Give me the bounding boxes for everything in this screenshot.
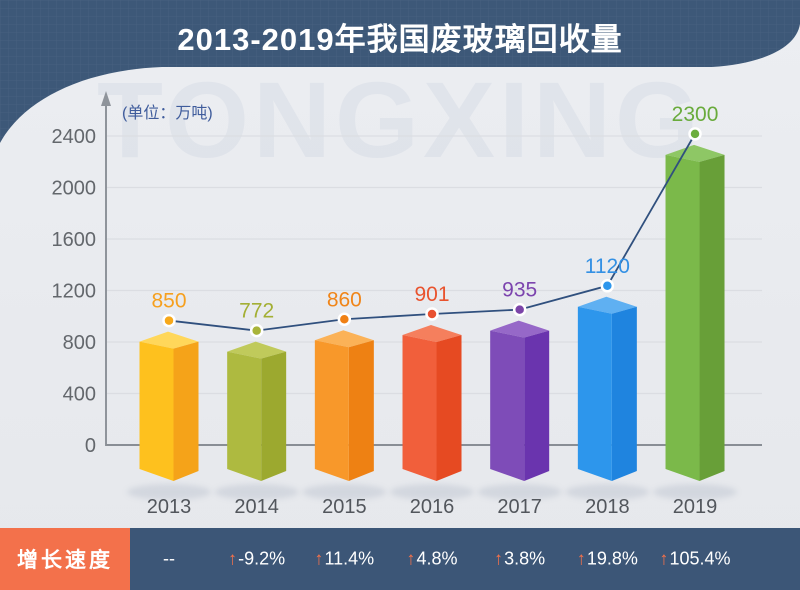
header-background <box>0 0 800 143</box>
bar-side-2015 <box>348 340 374 481</box>
data-point-2015 <box>337 312 352 327</box>
bar-side-2014 <box>261 351 287 481</box>
bar-side-2017 <box>524 330 550 481</box>
growth-value-2018: ↑ 19.8% <box>577 549 638 570</box>
growth-percent-text: 4.8% <box>416 548 458 569</box>
growth-percent-text: 19.8% <box>586 548 638 569</box>
bar-side-2013 <box>173 341 199 481</box>
growth-value-2014: ↑ -9.2% <box>228 549 285 570</box>
bar-top-2014 <box>227 341 287 359</box>
bar-shadow <box>477 484 562 500</box>
watermark-text: TONGXING <box>96 59 704 180</box>
up-arrow-icon: ↑ <box>494 548 504 569</box>
y-tick-1600: 1600 <box>52 229 97 251</box>
chart-canvas: (单位：万吨) 0 400 800 1200 1600 2000 2400 850 2013 772… <box>52 91 762 518</box>
category-label-2018: 2018 <box>585 496 630 518</box>
growth-percent-text: -9.2% <box>238 548 286 569</box>
growth-percent-text: 11.4% <box>324 548 375 569</box>
growth-value-2013: -- <box>163 549 175 570</box>
growth-rate-label: 增长速度 <box>0 528 130 590</box>
bar-2015 <box>314 340 349 481</box>
growth-value-2019: ↑ 105.4% <box>659 549 730 570</box>
growth-percent-text: 3.8% <box>504 548 546 569</box>
bar-shadow <box>653 484 738 500</box>
category-label-2017: 2017 <box>497 496 542 518</box>
bar-top-2015 <box>314 330 374 348</box>
bar-2018 <box>577 306 612 481</box>
bar-shadow <box>302 484 387 500</box>
data-point-2019 <box>688 127 702 141</box>
bar-side-2018 <box>611 306 637 481</box>
bar-top-2019 <box>665 144 725 162</box>
data-point-2013 <box>162 313 176 328</box>
value-label-2015: 860 <box>327 288 362 311</box>
unit-label: (单位：万吨) <box>122 104 213 122</box>
value-label-2016: 901 <box>414 283 449 306</box>
category-label-2015: 2015 <box>322 496 367 518</box>
bar-2019 <box>665 154 700 481</box>
up-arrow-icon: ↑ <box>406 548 416 569</box>
bar-shadow <box>390 484 475 500</box>
y-tick-400: 400 <box>63 384 96 406</box>
y-tick-1200: 1200 <box>52 281 97 303</box>
growth-value-2017: ↑ 3.8% <box>494 549 545 570</box>
y-tick-0: 0 <box>85 435 96 457</box>
up-arrow-icon: ↑ <box>576 548 586 569</box>
data-point-2014 <box>249 323 264 338</box>
growth-percent-text: 105.4% <box>669 548 731 569</box>
bar-top-2013 <box>139 331 199 349</box>
value-label-2017: 935 <box>502 279 537 302</box>
value-label-2013: 850 <box>151 290 186 313</box>
up-arrow-icon: ↑ <box>659 548 669 569</box>
bar-shadow <box>214 484 299 500</box>
growth-rate-values: -- ↑ -9.2% ↑ 11.4% ↑ 4.8% ↑ 3.8% ↑ 19.8% ↑ 105.4% <box>0 528 800 590</box>
bar-shadow <box>127 484 211 500</box>
value-label-2018: 1120 <box>585 255 630 278</box>
bar-2017 <box>490 330 525 481</box>
value-label-2014: 772 <box>239 300 274 323</box>
data-point-2016 <box>425 307 439 321</box>
y-tick-800: 800 <box>63 332 96 354</box>
growth-percent-text: -- <box>163 548 175 569</box>
category-label-2013: 2013 <box>147 496 192 518</box>
page-title: 2013-2019年我国废玻璃回收量 <box>177 22 623 57</box>
bar-side-2016 <box>436 334 462 481</box>
bar-2013 <box>139 341 174 481</box>
value-label-2019: 2300 <box>672 103 719 126</box>
up-arrow-icon: ↑ <box>228 548 238 569</box>
bar-top-2017 <box>490 320 550 338</box>
category-label-2016: 2016 <box>410 496 455 518</box>
bar-side-2019 <box>699 154 725 481</box>
growth-rate-band: 增长速度 -- ↑ -9.2% ↑ 11.4% ↑ 4.8% ↑ 3.8% ↑ 19.8% ↑ 105.… <box>0 528 800 590</box>
bar-top-2018 <box>577 296 637 314</box>
up-arrow-icon: ↑ <box>314 548 324 569</box>
category-label-2019: 2019 <box>673 496 718 518</box>
growth-value-2016: ↑ 4.8% <box>406 549 457 570</box>
growth-value-2015: ↑ 11.4% <box>314 549 374 570</box>
bar-2014 <box>227 351 262 481</box>
bar-shadow <box>565 484 650 500</box>
y-axis-arrow-icon <box>101 91 111 106</box>
bar-top-2016 <box>402 324 462 342</box>
bar-2016 <box>402 334 437 481</box>
y-tick-2400: 2400 <box>52 126 97 148</box>
category-label-2014: 2014 <box>234 496 279 518</box>
data-point-2018 <box>600 279 615 293</box>
y-tick-2000: 2000 <box>52 178 97 200</box>
data-point-2017 <box>512 302 527 317</box>
